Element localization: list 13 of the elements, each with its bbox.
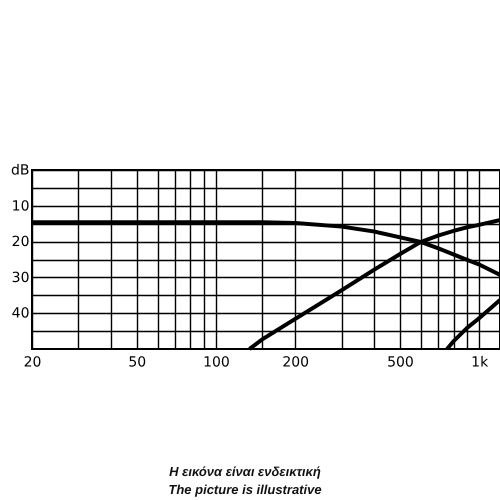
x-tick-label: 20 xyxy=(24,354,42,370)
y-tick-label: 40 xyxy=(12,306,30,322)
x-tick-label: 1k xyxy=(471,354,490,370)
x-tick-label: 500 xyxy=(387,354,414,370)
text: The picture is illustrative xyxy=(168,482,322,497)
y-tick-label: 10 xyxy=(12,198,30,214)
y-tick-label: dB xyxy=(11,162,30,178)
x-tick-label: 200 xyxy=(282,354,310,370)
x-tick-label: 100 xyxy=(203,354,230,370)
x-tick-label: 50 xyxy=(128,354,146,370)
y-tick-label: 30 xyxy=(12,270,30,286)
text: Η εικόνα είναι ενδεικτική xyxy=(169,464,321,479)
y-tick-label: 20 xyxy=(12,234,30,250)
